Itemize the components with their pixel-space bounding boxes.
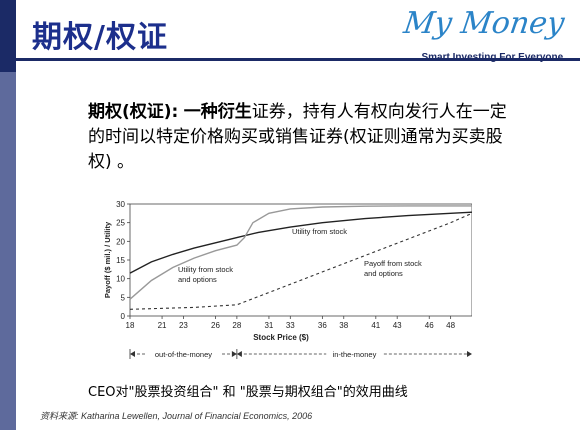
- y-tick-label: 0: [121, 312, 126, 321]
- left-accent-bar-top: [0, 0, 16, 72]
- region-label-1: out-of-the-money: [155, 350, 212, 359]
- y-tick-label: 20: [116, 237, 125, 246]
- series-line-3: [129, 212, 472, 310]
- x-tick-label: 36: [318, 321, 327, 330]
- x-tick-label: 41: [371, 321, 380, 330]
- series-label-1: Utility from stock: [292, 227, 347, 236]
- logo-tagline: Smart Investing For Everyone.: [421, 52, 567, 63]
- header-divider: [16, 58, 580, 61]
- region-arrow-left-1: [130, 351, 135, 357]
- y-tick-label: 25: [116, 219, 125, 228]
- x-axis-label: Stock Price ($): [253, 333, 309, 342]
- series-line-2: [129, 205, 472, 300]
- utility-chart: 0 5 10 15 20 25 30 18 21 23 26 28 31 33 36 38 41 43 46 48 St…: [103, 200, 472, 359]
- x-tick-label: 33: [286, 321, 295, 330]
- y-tick-label: 10: [116, 275, 125, 284]
- definition-paragraph: 期权(权证): 一种衍生证券，持有人有权向发行人在一定的时间以特定价格购买或销售…: [88, 100, 518, 175]
- series-label-2: Utility from stock and options: [178, 265, 233, 284]
- left-accent-bar: [0, 0, 16, 430]
- my-money-logo: My Money Smart Investing For Everyone.: [392, 6, 572, 76]
- slide-title: 期权/权证: [32, 20, 168, 55]
- definition-body: 证券，持有人有权向发行人在一定的时间以特定价格购买或销售证券(权证则通常为买卖股…: [88, 102, 507, 172]
- x-tick-label: 26: [211, 321, 220, 330]
- x-tick-label: 46: [425, 321, 434, 330]
- x-tick-label: 48: [446, 321, 455, 330]
- logo-wordmark: My Money: [401, 6, 567, 41]
- definition-term: 期权(权证):: [88, 102, 179, 122]
- series-line-1: [129, 211, 472, 274]
- x-tick-label: 18: [126, 321, 135, 330]
- y-tick-label: 5: [121, 293, 126, 302]
- region-label-bg-2: [326, 348, 383, 359]
- region-arrow-right-2: [467, 351, 472, 357]
- series-label-3: Payoff from stock and options: [364, 259, 422, 278]
- x-tick-label: 43: [393, 321, 402, 330]
- region-label-bg-1: [146, 348, 221, 359]
- x-tick-label: 23: [179, 321, 188, 330]
- region-arrow-right-1: [231, 351, 237, 357]
- definition-bold-phrase: 一种衍生: [183, 102, 252, 122]
- region-arrow-left-2: [236, 351, 242, 357]
- x-tick-label: 31: [264, 321, 273, 330]
- source-citation: 资料来源: Katharina Lewellen, Journal of Fin…: [40, 411, 313, 421]
- y-tick-label: 30: [116, 200, 125, 209]
- x-tick-label: 21: [158, 321, 167, 330]
- y-axis-label: Payoff ($ mil.) / Utility: [103, 221, 112, 298]
- y-tick-label: 15: [116, 256, 125, 265]
- x-tick-label: 38: [339, 321, 348, 330]
- x-tick-label: 28: [232, 321, 241, 330]
- chart-caption: CEO对"股票投资组合" 和 "股票与期权组合"的效用曲线: [88, 385, 408, 400]
- region-label-2: in-the-money: [333, 350, 377, 359]
